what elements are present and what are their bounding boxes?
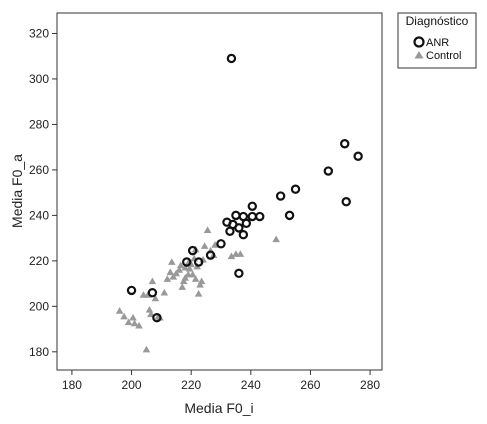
y-tick-label: 280 — [29, 117, 49, 131]
anr-point — [275, 191, 286, 201]
control-point — [151, 294, 160, 302]
control-point — [176, 261, 185, 269]
anr-point — [147, 287, 158, 298]
y-tick-label: 200 — [29, 299, 49, 313]
control-point — [203, 226, 212, 234]
anr-point — [284, 210, 295, 221]
control-point — [181, 263, 190, 271]
anr-point — [323, 166, 334, 176]
x-tick-label: 260 — [300, 378, 320, 392]
control-point — [191, 275, 200, 282]
anr-point — [205, 250, 216, 260]
anr-point — [353, 151, 363, 161]
anr-point — [234, 223, 244, 233]
control-point — [172, 269, 181, 277]
anr-point — [241, 218, 252, 229]
control-point — [178, 283, 187, 290]
x-axis-title: Media F0_i — [184, 400, 253, 416]
x-tick-label: 200 — [122, 378, 142, 392]
legend-title: Diagnóstico — [406, 14, 469, 28]
data-points — [115, 53, 363, 353]
anr-point — [187, 245, 198, 256]
legend-box — [397, 12, 477, 69]
x-tick-label: 240 — [241, 378, 261, 392]
control-point — [148, 277, 157, 285]
anr-point — [341, 197, 351, 207]
anr-point — [126, 285, 137, 296]
control-point — [163, 275, 172, 282]
control-point — [185, 265, 194, 272]
anr-point — [238, 230, 249, 240]
control-point — [200, 242, 209, 249]
anr-point — [182, 257, 192, 267]
control-point — [194, 290, 203, 297]
control-point — [129, 313, 137, 321]
control-point — [166, 268, 175, 276]
control-point — [135, 321, 143, 329]
control-point — [179, 277, 188, 285]
control-point — [167, 258, 176, 265]
anr-point — [247, 201, 257, 211]
x-tick-label: 280 — [360, 378, 380, 392]
legend-control-marker — [414, 51, 424, 59]
y-tick-label: 260 — [29, 163, 49, 177]
control-point — [120, 312, 128, 320]
control-point — [169, 272, 178, 280]
control-point — [184, 270, 192, 278]
legend-anr-label: ANR — [426, 37, 449, 49]
control-point — [181, 274, 190, 281]
x-tick-label: 180 — [62, 378, 82, 392]
anr-point — [290, 184, 301, 194]
control-point — [160, 288, 169, 296]
control-point — [236, 250, 245, 257]
anr-point — [226, 53, 237, 64]
anr-point — [193, 257, 204, 267]
x-tick-label: 220 — [181, 378, 201, 392]
y-axis-title: Media F0_a — [9, 154, 25, 228]
anr-point — [340, 139, 350, 149]
legend-control-label: Control — [426, 50, 461, 62]
anr-point — [152, 313, 162, 323]
control-point — [272, 235, 280, 243]
control-point — [145, 305, 154, 313]
x-axis-ticks: 180 200 220 240 260 280 — [62, 370, 380, 392]
plot-area — [56, 12, 383, 371]
control-point — [196, 280, 204, 288]
control-point — [142, 345, 151, 353]
y-tick-label: 300 — [29, 72, 49, 86]
y-tick-label: 240 — [29, 208, 49, 222]
y-tick-label: 220 — [29, 254, 49, 268]
control-point — [130, 319, 139, 327]
anr-point — [234, 268, 244, 279]
anr-point — [255, 211, 265, 222]
control-point — [197, 277, 206, 285]
control-point — [124, 318, 133, 326]
control-point — [115, 307, 124, 314]
anr-point — [216, 239, 226, 249]
legend: Diagnóstico ANR Control — [397, 12, 477, 69]
legend-anr-marker — [413, 36, 425, 48]
y-axis-ticks: 180 200 220 240 260 280 300 320 — [29, 26, 57, 359]
control-point — [227, 252, 236, 260]
y-tick-label: 180 — [29, 345, 49, 359]
control-point — [139, 291, 148, 298]
y-tick-label: 320 — [29, 26, 49, 40]
control-point — [175, 266, 184, 273]
